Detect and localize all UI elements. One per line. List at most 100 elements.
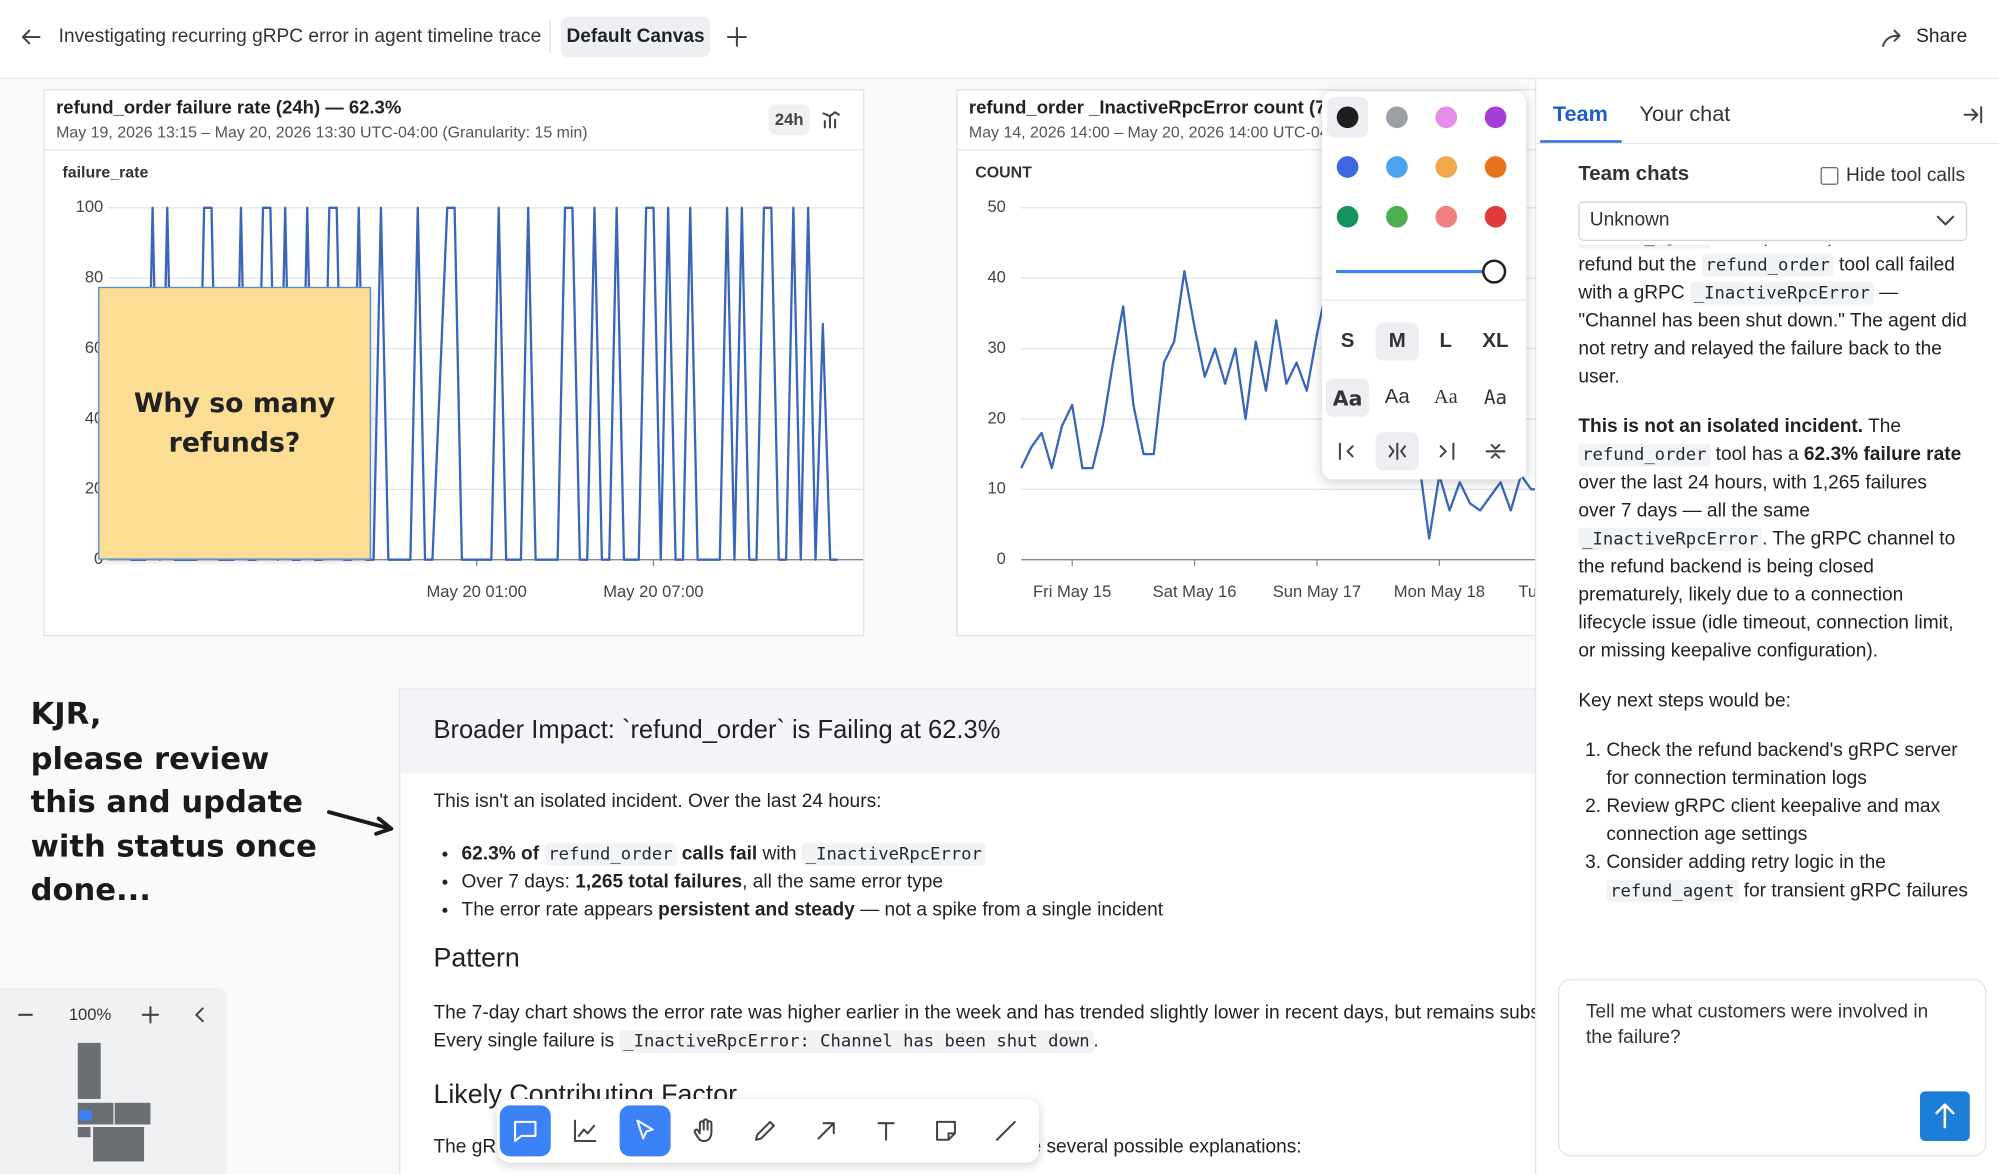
bullet-list: 62.3% of refund_order calls fail with _I… <box>433 840 1163 924</box>
checkbox-label[interactable]: Hide tool calls <box>1846 164 1966 187</box>
color-swatch[interactable] <box>1435 106 1458 129</box>
pencil-tool[interactable] <box>739 1105 790 1156</box>
y-tick-label: 20 <box>987 408 1005 427</box>
chart-tool[interactable] <box>560 1105 611 1156</box>
zoom-in-button[interactable] <box>141 1006 160 1024</box>
note-line: done... <box>30 872 151 908</box>
color-swatch[interactable] <box>1336 156 1359 178</box>
size-option[interactable]: XL <box>1482 330 1509 352</box>
color-swatch[interactable] <box>1336 106 1359 129</box>
back-button[interactable] <box>19 25 42 48</box>
panel-subtitle: May 19, 2026 13:15 – May 20, 2026 13:30 … <box>56 123 588 142</box>
range-badge[interactable]: 24h <box>768 104 810 136</box>
pan-tool[interactable] <box>680 1105 731 1156</box>
select[interactable]: Unknown <box>1578 201 1968 241</box>
chevron <box>1936 215 1955 226</box>
document-card: Broader Impact: `refund_order` is Failin… <box>399 688 1677 1174</box>
collapse-button[interactable] <box>191 1006 209 1024</box>
color-swatch[interactable] <box>1386 106 1408 129</box>
line-tool[interactable] <box>980 1105 1031 1156</box>
chat-input[interactable]: Tell me what customers were involved in … <box>1557 979 1987 1157</box>
minimap[interactable] <box>70 1039 159 1166</box>
align-center[interactable] <box>1375 432 1419 471</box>
arrow <box>327 810 394 836</box>
size-option[interactable]: S <box>1340 330 1355 352</box>
font-option[interactable]: Aa <box>1325 378 1370 417</box>
size-option[interactable]: L <box>1439 330 1452 352</box>
line-chart: COUNT 0 10 20 30 40 50 Fri May 15 Sat May 16 Sun … <box>975 165 1774 601</box>
opacity-slider[interactable] <box>1322 258 1526 289</box>
color-swatch[interactable] <box>1386 205 1408 228</box>
y-tick-label: 10 <box>987 479 1005 498</box>
bullet: Over 7 days: 1,265 total failures, all t… <box>462 868 1164 896</box>
text: with <box>762 842 797 865</box>
text: attempted to process a refund but the <box>1578 245 1910 276</box>
color-swatch[interactable] <box>1435 156 1458 178</box>
color-swatch[interactable] <box>1484 106 1507 129</box>
bullet: 62.3% of refund_order calls fail with _I… <box>462 840 1164 868</box>
paragraph: Every single failure is _InactiveRpcErro… <box>433 1030 1099 1054</box>
note-line: with status once <box>30 828 317 864</box>
message-paragraph: refund_agent attempted to process a refu… <box>1578 244 1968 392</box>
note-line: please review <box>30 740 270 776</box>
comment-tool[interactable] <box>499 1105 551 1157</box>
font-option[interactable]: Aa <box>1384 386 1410 408</box>
x-tick-label: Sun May 17 <box>1273 582 1361 601</box>
color-swatch[interactable] <box>1336 205 1359 228</box>
document-header <box>400 689 1676 774</box>
text: Every single failure is <box>433 1030 615 1052</box>
select-tool[interactable] <box>619 1105 671 1157</box>
arrow-tool[interactable] <box>801 1105 852 1156</box>
color-swatch[interactable] <box>1484 205 1507 228</box>
bold-text: 62.3% of <box>461 842 540 865</box>
add-tab-button[interactable] <box>726 27 747 47</box>
close-sidebar-button[interactable] <box>1963 105 1983 125</box>
tab-active[interactable]: Team <box>1552 101 1608 127</box>
paragraph: The 7-day chart shows the error rate was… <box>433 1002 1597 1024</box>
sticky-note[interactable]: Why so many refunds? <box>98 286 371 560</box>
zoom-out-button[interactable] <box>17 1006 35 1024</box>
inline-code: _InactiveRpcError: Channel has been shut… <box>619 1030 1094 1054</box>
message: refund_agent attempted to process a refu… <box>1578 244 1968 905</box>
font-option[interactable]: Aa <box>1483 386 1507 410</box>
inline-code: _InactiveRpcError <box>1689 281 1874 305</box>
canvas-tab[interactable]: Default Canvas <box>560 16 711 58</box>
x-tick-label: May 20 07:00 <box>603 582 703 601</box>
align-end[interactable] <box>1424 432 1467 470</box>
y-axis-label: COUNT <box>975 165 1032 182</box>
divider <box>1322 299 1527 301</box>
step: Check the refund backend's gRPC server f… <box>1606 737 1968 793</box>
font-option[interactable]: Aa <box>1433 386 1458 408</box>
color-swatch[interactable] <box>1386 156 1408 178</box>
message-paragraph: Key next steps would be: <box>1578 689 1791 712</box>
text: Check the refund backend's gRPC server f… <box>1606 739 1958 790</box>
bold-text: This is not an isolated incident. <box>1578 415 1864 438</box>
section-heading: Pattern <box>433 943 520 973</box>
align-start[interactable] <box>1326 432 1369 470</box>
send-button[interactable] <box>1919 1091 1970 1142</box>
text: , all the same error type <box>742 870 944 893</box>
chart-options-icon[interactable] <box>821 110 841 130</box>
input-text: Tell me what customers were involved in … <box>1585 1000 1929 1048</box>
tab[interactable]: Your chat <box>1639 101 1731 127</box>
text: Over 7 days: <box>461 870 570 893</box>
text: The <box>1868 415 1902 438</box>
color-palette <box>1327 96 1507 228</box>
panel-divider <box>44 149 864 151</box>
text: over the last 24 hours, with 1,265 failu… <box>1578 471 1928 522</box>
y-tick-label: 0 <box>997 549 1006 568</box>
size-option[interactable]: M <box>1375 322 1419 361</box>
bold-text: calls fail <box>681 842 758 865</box>
text: The error rate appears <box>461 898 653 921</box>
note-tool[interactable] <box>920 1105 971 1156</box>
handwritten-note[interactable]: KJR, please review this and update with … <box>31 692 317 912</box>
step: Consider adding retry logic in the refun… <box>1606 849 1968 905</box>
share-button[interactable]: Share <box>1916 25 1968 48</box>
checkbox[interactable] <box>1820 167 1839 185</box>
text-tool[interactable] <box>861 1105 912 1156</box>
text: Consider adding retry logic in the <box>1606 851 1886 874</box>
align-justify[interactable] <box>1474 432 1517 470</box>
color-swatch[interactable] <box>1435 205 1458 228</box>
color-swatch[interactable] <box>1484 156 1507 178</box>
